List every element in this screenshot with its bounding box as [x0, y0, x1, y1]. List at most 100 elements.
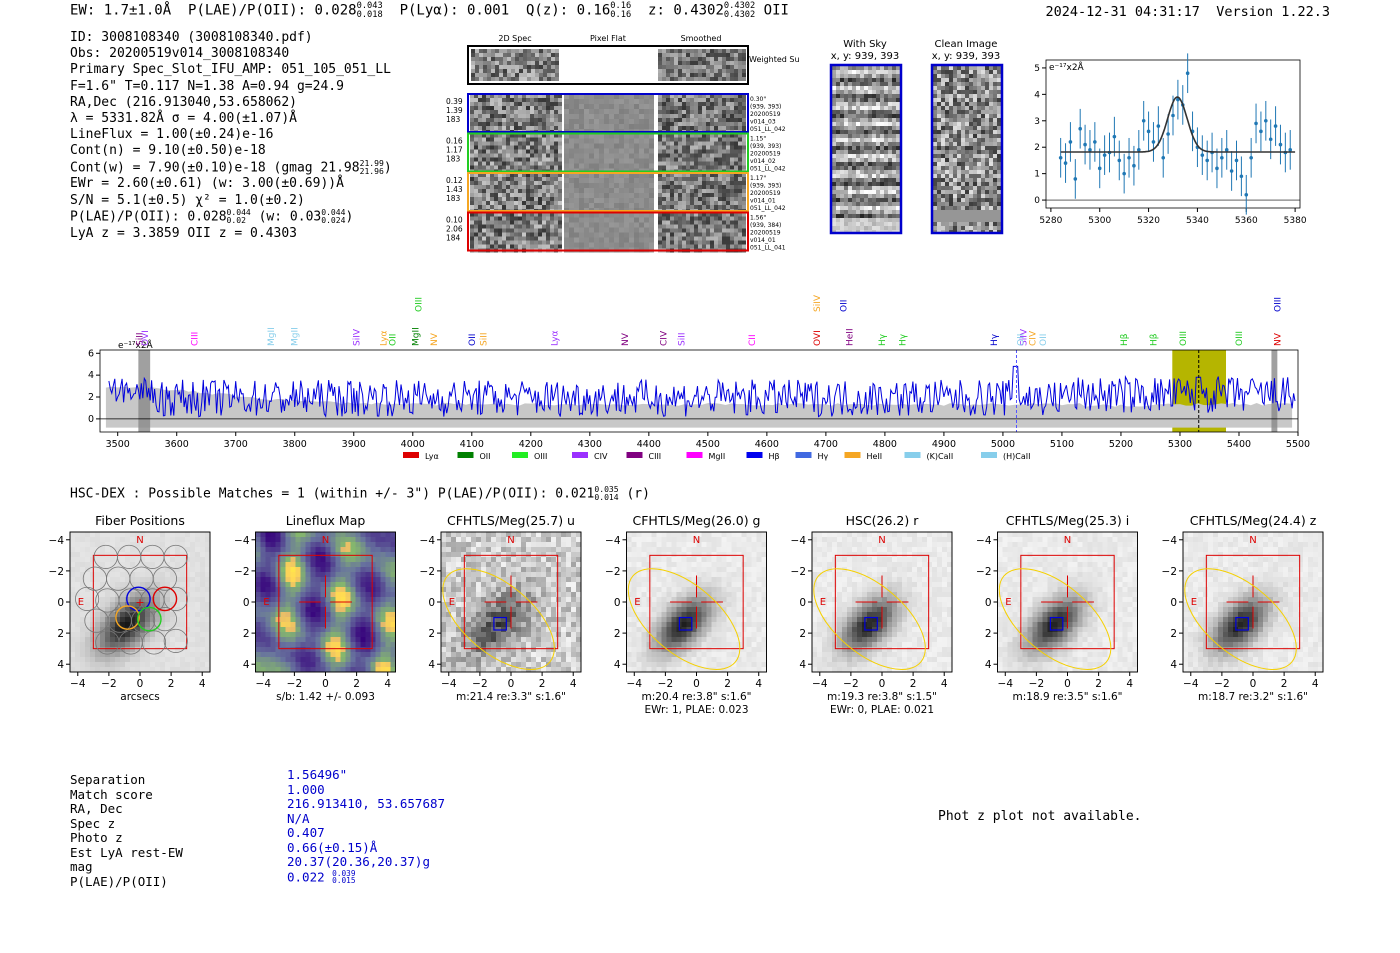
- pixel: [884, 118, 888, 122]
- pixel: [856, 134, 860, 138]
- fit-point: [1083, 142, 1087, 147]
- pixel: [961, 90, 965, 94]
- pixel: [876, 82, 880, 86]
- pixel: [470, 177, 474, 181]
- pixel: [989, 86, 993, 90]
- pixel: [726, 114, 730, 118]
- pixel: [698, 193, 702, 197]
- pixel: [726, 94, 730, 98]
- pixel: [872, 110, 876, 114]
- pixel: [658, 73, 662, 77]
- pixel: [698, 49, 702, 53]
- pixel: [953, 198, 957, 202]
- pixel: [868, 106, 872, 110]
- pixel: [609, 222, 614, 228]
- pixel: [852, 94, 856, 98]
- pixel: [538, 118, 542, 122]
- pixel: [840, 182, 844, 186]
- pixel: [973, 78, 977, 82]
- pixel: [564, 114, 569, 119]
- pixel: [722, 201, 726, 205]
- pixel: [490, 153, 494, 158]
- pixel: [718, 165, 722, 170]
- pixel: [844, 86, 848, 90]
- pixel: [579, 99, 584, 104]
- pixel: [868, 114, 872, 118]
- pixel: [490, 110, 494, 114]
- pixel: [993, 94, 997, 98]
- pixel: [682, 114, 686, 118]
- pixel: [105, 592, 110, 597]
- pixel: [674, 201, 678, 205]
- pixel: [884, 114, 888, 118]
- pixel: [710, 114, 714, 118]
- pixel: [619, 203, 624, 208]
- pixel: [538, 165, 542, 170]
- pixel: [482, 240, 486, 245]
- pixel: [690, 177, 694, 181]
- pixel: [933, 198, 937, 202]
- pixel: [969, 170, 973, 174]
- pixel: [864, 186, 868, 190]
- pixel: [502, 228, 506, 233]
- pixel: [498, 102, 502, 106]
- pixel: [584, 119, 589, 124]
- pixel: [836, 138, 840, 142]
- pixel: [542, 220, 546, 225]
- pixel: [848, 182, 852, 186]
- pixel: [482, 236, 486, 241]
- pixel: [569, 133, 574, 139]
- pixel: [989, 142, 993, 146]
- pixel: [993, 102, 997, 106]
- pixel: [502, 173, 506, 177]
- pixel: [135, 597, 140, 602]
- pixel: [726, 65, 730, 69]
- pixel: [961, 178, 965, 182]
- fit-axes-frame: [1045, 59, 1301, 209]
- pixel: [868, 134, 872, 138]
- pixel: [535, 65, 539, 69]
- pixel: [682, 94, 686, 98]
- pixel: [742, 193, 746, 197]
- pixel: [848, 118, 852, 122]
- pixel: [75, 592, 80, 597]
- pixel: [860, 126, 864, 130]
- pixel: [564, 173, 569, 178]
- pixel: [860, 190, 864, 194]
- pixel: [564, 217, 569, 223]
- pixel: [534, 165, 538, 170]
- pixel: [933, 82, 937, 86]
- pixel: [670, 102, 674, 106]
- pixel: [682, 181, 686, 185]
- pixel: [836, 82, 840, 86]
- pixel: [937, 138, 941, 142]
- pixel: [884, 222, 888, 226]
- pixel: [848, 190, 852, 194]
- row-note: 051_LL_041: [750, 245, 786, 252]
- pixel: [564, 222, 569, 228]
- pixel: [686, 157, 690, 162]
- pixel: [742, 212, 746, 217]
- pixel: [634, 173, 639, 178]
- pixel: [852, 126, 856, 130]
- pixel: [130, 582, 135, 587]
- line-id-label: SiII: [677, 332, 687, 346]
- pixel: [742, 185, 746, 189]
- pixel: [860, 66, 864, 70]
- line-id-label: OIII: [1179, 331, 1189, 346]
- pixel: [503, 77, 507, 81]
- pixel: [105, 602, 110, 607]
- pixel: [933, 66, 937, 70]
- pixel: [160, 572, 165, 577]
- legend-swatch: [904, 452, 921, 458]
- pixel: [738, 220, 742, 225]
- pixel: [569, 178, 574, 183]
- pixel: [135, 582, 140, 587]
- pixel: [848, 70, 852, 74]
- pixel: [604, 143, 609, 149]
- pixel: [880, 210, 884, 214]
- pixel: [876, 90, 880, 94]
- pixel: [564, 183, 569, 188]
- pixel: [130, 567, 135, 572]
- pixel: [694, 122, 698, 126]
